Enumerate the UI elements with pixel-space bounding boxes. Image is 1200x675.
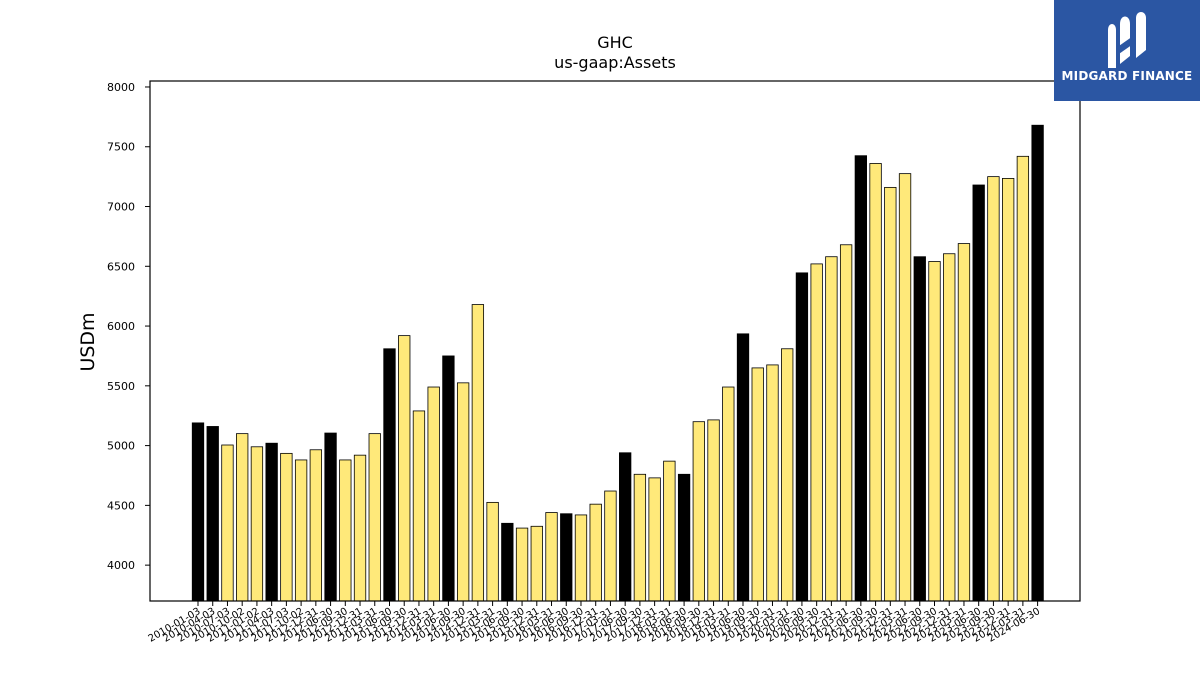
bar	[368, 433, 381, 602]
y-tick-label: 5500	[107, 380, 135, 393]
y-tick-label: 7000	[107, 201, 135, 214]
bar	[545, 512, 558, 602]
bar	[501, 522, 514, 602]
bar	[515, 527, 529, 602]
bar	[456, 382, 470, 602]
bar	[383, 348, 396, 602]
bar	[972, 184, 985, 602]
bar	[560, 513, 573, 602]
bar	[427, 386, 440, 602]
bar	[692, 421, 705, 602]
bar	[707, 419, 720, 602]
bar	[471, 304, 485, 602]
bar	[943, 253, 956, 602]
bar	[825, 256, 838, 602]
bar	[412, 410, 426, 602]
bar	[810, 263, 823, 602]
logo-mark-icon	[1108, 12, 1146, 68]
bar	[648, 477, 661, 602]
x-axis: 2010-01-032010-04-032010-07-032010-10-02…	[147, 601, 1042, 645]
bar	[398, 335, 411, 602]
bar	[1016, 155, 1030, 602]
bar	[486, 501, 499, 602]
y-tick-label: 8000	[107, 81, 135, 94]
y-tick-label: 7500	[107, 141, 135, 154]
bar	[191, 422, 205, 602]
bar	[250, 446, 264, 602]
bar	[987, 176, 1000, 602]
bar	[957, 243, 971, 602]
y-axis: 4000 4500 5000 5500 6000 6500 7000 7500 8000	[107, 81, 150, 572]
bar	[633, 473, 647, 602]
bar	[574, 514, 588, 602]
bar	[677, 473, 691, 602]
bar	[913, 256, 926, 602]
bar	[589, 503, 602, 602]
bar	[928, 261, 941, 602]
bar	[206, 426, 219, 602]
chart-title: GHC	[597, 33, 633, 52]
bar	[1031, 124, 1044, 602]
y-tick-label: 4000	[107, 559, 135, 572]
y-tick-label: 6000	[107, 320, 135, 333]
bar	[619, 452, 632, 602]
bar	[854, 155, 867, 602]
midgard-finance-logo: MIDGARD FINANCE	[1054, 0, 1200, 101]
bar	[339, 459, 352, 602]
bar	[530, 525, 543, 602]
bar	[353, 454, 367, 602]
bar	[265, 442, 278, 602]
y-tick-label: 4500	[107, 499, 135, 512]
y-tick-label: 5000	[107, 440, 135, 453]
bar	[280, 452, 293, 602]
bar	[663, 460, 676, 602]
bar	[324, 432, 337, 602]
bar	[884, 186, 897, 602]
plot-frame	[149, 80, 1081, 602]
bar	[839, 244, 853, 602]
bar	[604, 490, 617, 602]
bar	[869, 163, 882, 602]
y-tick-label: 6500	[107, 260, 135, 273]
bar	[722, 386, 735, 602]
bar-series	[191, 124, 1044, 602]
bar	[221, 444, 234, 602]
bar	[1002, 178, 1015, 602]
bar	[781, 348, 794, 602]
bar	[795, 272, 809, 602]
bar	[898, 173, 912, 602]
bar	[766, 364, 779, 602]
logo-wordmark: MIDGARD FINANCE	[1061, 69, 1193, 83]
bar	[736, 333, 750, 602]
bar	[442, 355, 455, 602]
bar	[294, 459, 308, 602]
bar	[309, 449, 322, 602]
bar	[236, 433, 249, 602]
chart-subtitle: us-gaap:Assets	[554, 53, 676, 72]
y-axis-label: USDm	[77, 312, 99, 371]
bar	[751, 367, 764, 602]
